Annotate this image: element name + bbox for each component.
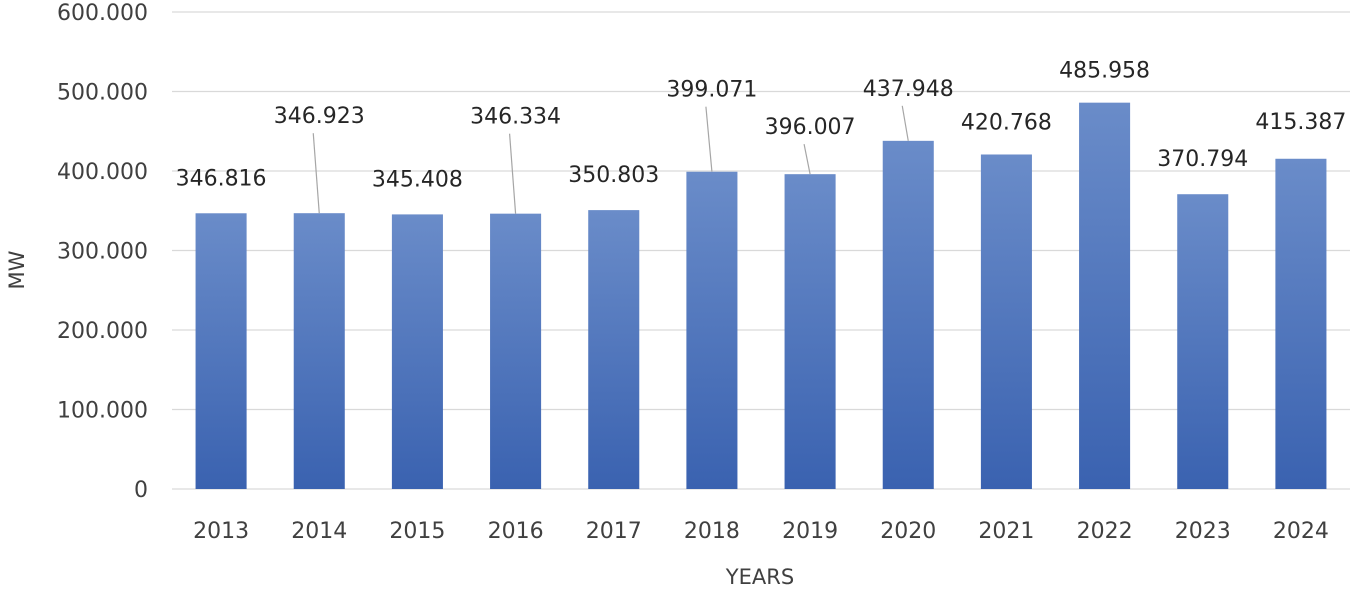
data-label-2017: 350.803 xyxy=(568,163,659,188)
data-labels: 346.816 346.923 345.408 346.334 350.803 399.0… xyxy=(176,59,1347,193)
leader-line xyxy=(705,106,713,172)
x-axis-ticks: 2013 2014 2015 2016 2017 2018 2019 2020 2021 2022… xyxy=(193,519,1329,544)
y-axis-ticks: 0 100.000 200.000 300.000 400.000 500.000 600.… xyxy=(57,1,148,503)
y-tick-label: 300.000 xyxy=(57,240,148,265)
x-tick-label: 2020 xyxy=(880,519,936,544)
data-label-2013: 346.816 xyxy=(176,166,267,191)
x-tick-label: 2021 xyxy=(978,519,1034,544)
x-tick-label: 2019 xyxy=(782,519,838,544)
x-tick-label: 2013 xyxy=(193,519,249,544)
gridlines xyxy=(172,11,1350,490)
leader-line xyxy=(901,105,909,141)
bar-2022 xyxy=(1079,102,1131,489)
bar-2016 xyxy=(490,213,542,489)
x-tick-label: 2022 xyxy=(1077,519,1133,544)
data-label-2023: 370.794 xyxy=(1157,147,1248,172)
data-label-2016: 346.334 xyxy=(470,105,561,130)
y-tick-label: 100.000 xyxy=(57,399,148,424)
x-axis-title: YEARS xyxy=(725,565,794,589)
bar-2017 xyxy=(588,210,640,489)
data-label-2018: 399.071 xyxy=(666,78,757,103)
y-tick-label: 600.000 xyxy=(57,1,148,26)
bars xyxy=(195,102,1327,490)
bar-2019 xyxy=(784,174,836,489)
bar-2024 xyxy=(1275,158,1327,489)
bar-2023 xyxy=(1177,194,1229,490)
leader-lines xyxy=(312,105,909,214)
y-tick-label: 0 xyxy=(134,478,148,503)
bar-2015 xyxy=(391,214,443,489)
data-label-2021: 420.768 xyxy=(961,110,1052,135)
leader-line xyxy=(803,144,811,175)
data-label-2014: 346.923 xyxy=(274,104,365,129)
leader-line xyxy=(508,133,517,214)
leader-line xyxy=(312,133,320,214)
data-label-2015: 345.408 xyxy=(372,167,463,192)
data-label-2024: 415.387 xyxy=(1255,110,1346,135)
x-tick-label: 2016 xyxy=(488,519,544,544)
y-tick-label: 400.000 xyxy=(57,160,148,185)
bar-2020 xyxy=(882,140,934,489)
bar-2013 xyxy=(195,213,247,489)
data-label-2022: 485.958 xyxy=(1059,59,1150,84)
x-tick-label: 2014 xyxy=(291,519,347,544)
bar-2014 xyxy=(293,213,345,489)
y-tick-label: 500.000 xyxy=(57,81,148,106)
bar-2018 xyxy=(686,171,738,489)
bar-2021 xyxy=(980,154,1032,489)
y-axis-title: MW xyxy=(5,250,29,289)
x-tick-label: 2024 xyxy=(1273,519,1329,544)
data-label-2019: 396.007 xyxy=(765,115,856,140)
x-tick-label: 2015 xyxy=(389,519,445,544)
y-tick-label: 200.000 xyxy=(57,319,148,344)
x-tick-label: 2023 xyxy=(1175,519,1231,544)
x-tick-label: 2017 xyxy=(586,519,642,544)
x-tick-label: 2018 xyxy=(684,519,740,544)
data-label-2020: 437.948 xyxy=(863,77,954,102)
